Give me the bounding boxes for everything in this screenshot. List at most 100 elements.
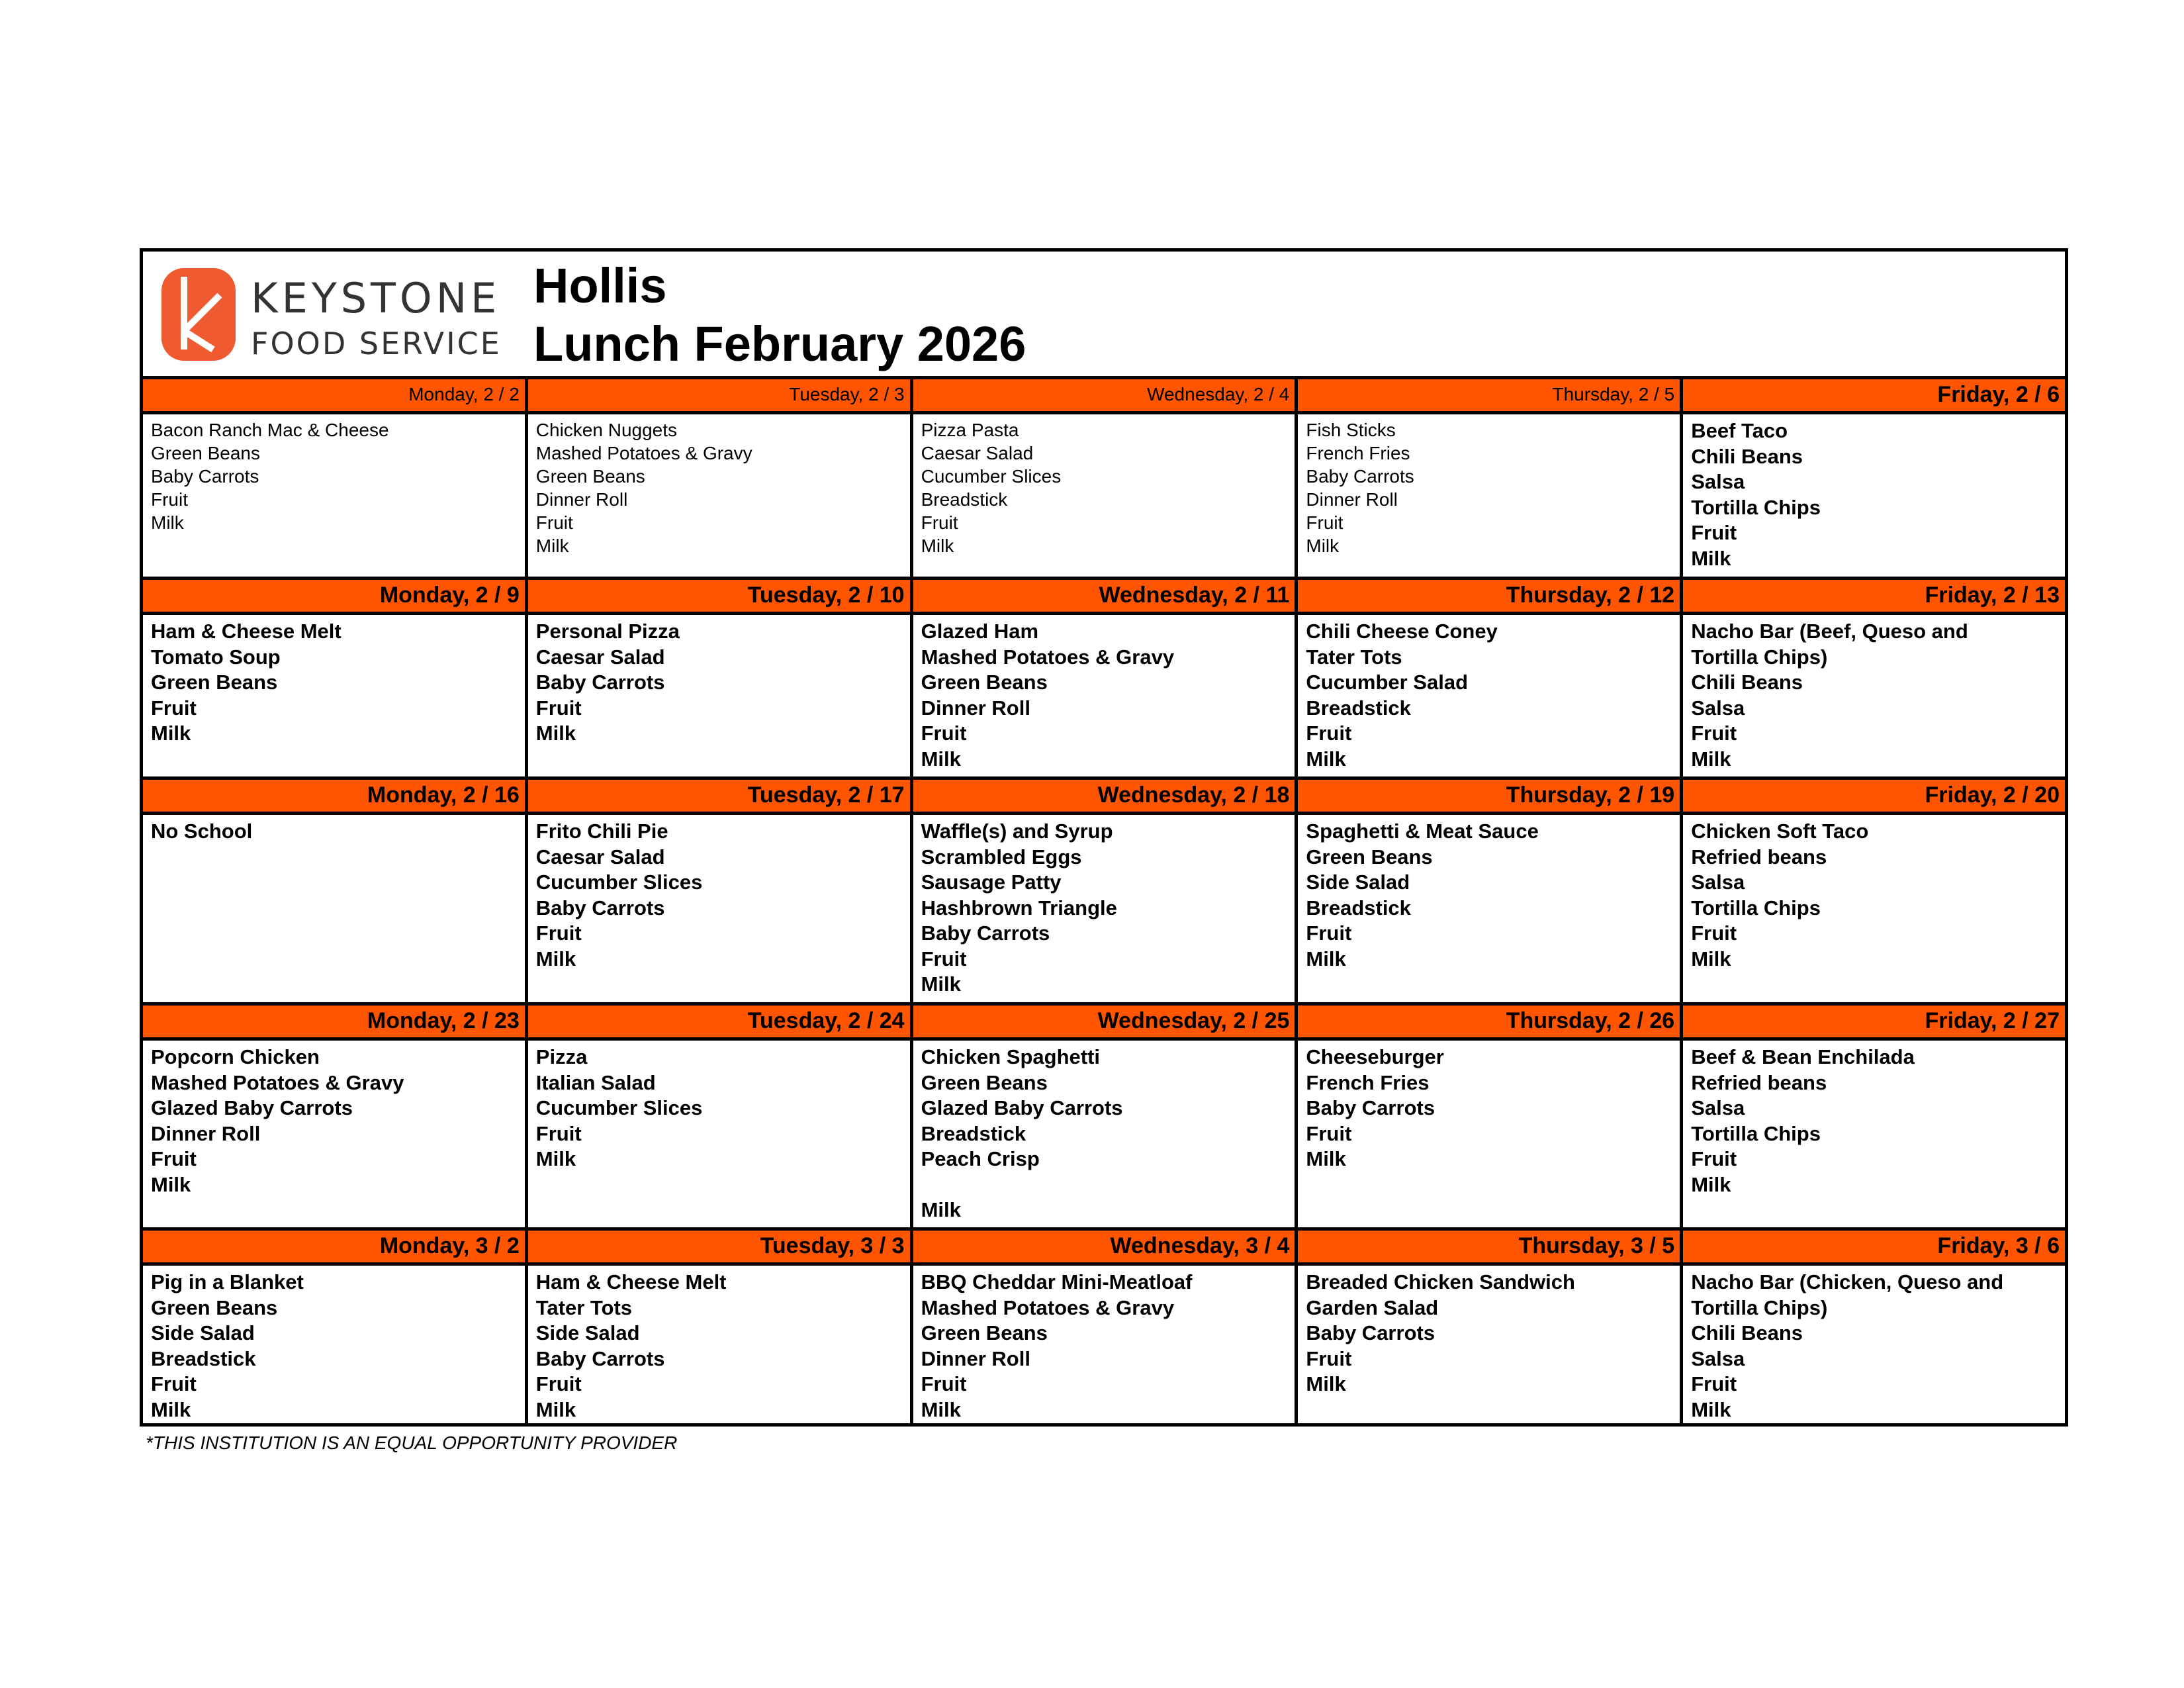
menu-item: Milk [1691,546,1731,570]
menu-item: Milk [151,512,184,533]
menu-item: Side Salad [1306,870,1410,894]
menu-item: Waffle(s) and Syrup [921,820,1113,843]
day-cell: Thursday, 2 / 5 Fish Sticks French Fries Ba… [1295,376,1680,577]
menu-item: Cucumber Slices [921,466,1062,487]
menu-item: Chicken Nuggets [535,420,678,440]
footer-note: *THIS INSTITUTION IS AN EQUAL OPPORTUNIT… [146,1432,678,1453]
day-header: Tuesday, 3 / 3 [527,1227,910,1266]
menu-item: Salsa [1691,1096,1745,1119]
menu-list: Ham & Cheese Melt Tomato Soup Green Beans F… [143,615,525,751]
week-row: Monday, 2 / 9 Ham & Cheese Melt Tomato Sou… [143,577,2065,776]
day-header: Thursday, 2 / 19 [1298,776,1680,815]
menu-item: Refried beans [1691,845,1827,868]
menu-item: Tortilla Chips [1691,896,1821,919]
menu-item: Milk [1691,1397,1731,1421]
menu-item: Fruit [151,696,197,720]
menu-list: No School [143,815,525,849]
menu-list: Fish Sticks French Fries Baby Carrots Dinne… [1298,414,1680,561]
menu-list: Frito Chili Pie Caesar Salad Cucumber Slic… [528,815,910,976]
menu-item: Breadstick [1306,896,1411,919]
menu-list: Beef Taco Chili Beans Salsa Tortilla Chips F… [1683,414,2065,575]
day-header: Monday, 2 / 16 [143,776,525,815]
menu-item: Glazed Baby Carrots [151,1096,353,1119]
menu-item: Fruit [1306,722,1352,745]
menu-item: Salsa [1691,1346,1745,1370]
day-cell: Thursday, 2 / 12 Chili Cheese Coney Tater … [1295,577,1680,776]
day-cell: Friday, 3 / 6 Nacho Bar (Chicken, Queso a… [1680,1227,2065,1427]
day-cell: Thursday, 2 / 26 Cheeseburger French Fries… [1295,1002,1680,1227]
menu-item: Milk [1306,747,1346,771]
school-name: Hollis [533,258,667,313]
menu-list: Nacho Bar (Beef, Queso and Tortilla Chips… [1683,615,2065,776]
day-header: Wednesday, 3 / 4 [913,1227,1295,1266]
menu-item: Beef & Bean Enchilada [1691,1045,1915,1068]
day-header: Monday, 2 / 23 [143,1002,525,1041]
menu-list: Cheeseburger French Fries Baby Carrots Frui… [1298,1041,1680,1176]
menu-item: Milk [1306,1372,1346,1395]
day-cell: Wednesday, 2 / 4 Pizza Pasta Caesar Salad C… [909,376,1295,577]
menu-calendar: KEYSTONE FOOD SERVICE Hollis Lunch Febru… [140,248,2068,1427]
day-cell: Wednesday, 2 / 11 Glazed Ham Mashed Potato… [909,577,1295,776]
menu-item: Green Beans [921,1321,1048,1344]
day-header: Wednesday, 2 / 25 [913,1002,1295,1041]
menu-item: Tortilla Chips) [1691,645,1828,669]
day-cell: Thursday, 2 / 19 Spaghetti & Meat Sauce Gr… [1295,776,1680,1002]
day-header: Wednesday, 2 / 4 [913,376,1295,414]
menu-list: Spaghetti & Meat Sauce Green Beans Side Sa… [1298,815,1680,976]
menu-item: Baby Carrots [535,671,665,694]
menu-item: Pizza [535,1045,588,1068]
menu-item: Fruit [151,1147,197,1170]
menu-item: Caesar Salad [921,443,1034,463]
menu-item: Fruit [1691,921,1737,945]
day-cell: Tuesday, 2 / 3 Chicken Nuggets Mashed Pota… [524,376,910,577]
menu-list: Breaded Chicken Sandwich Garden Salad Baby… [1298,1266,1680,1401]
menu-list: Waffle(s) and Syrup Scrambled Eggs Sausage… [913,815,1295,1002]
day-header: Tuesday, 2 / 3 [527,376,910,414]
day-cell: Tuesday, 2 / 10 Personal Pizza Caesar Sala… [524,577,910,776]
day-cell: Monday, 2 / 9 Ham & Cheese Melt Tomato Sou… [143,577,525,776]
menu-item: Fruit [151,1372,197,1395]
menu-item: Glazed Ham [921,620,1039,643]
menu-item: Ham & Cheese Melt [535,1270,727,1293]
menu-item: Baby Carrots [535,896,665,919]
menu-item: Fruit [1691,521,1737,544]
menu-item: Fruit [921,512,958,533]
menu-item: Refried beans [1691,1070,1827,1094]
menu-item: Garden Salad [1306,1295,1439,1319]
menu-item: French Fries [1306,1070,1430,1094]
menu-item: Tortilla Chips) [1691,1295,1828,1319]
menu-item: Breadstick [151,1346,256,1370]
day-cell: Wednesday, 2 / 25 Chicken Spaghetti Green … [909,1002,1295,1227]
menu-item: Side Salad [535,1321,640,1344]
menu-item: Chicken Soft Taco [1691,820,1869,843]
logo-foodservice-text: FOOD SERVICE [251,326,502,361]
menu-item: Mashed Potatoes & Gravy [151,1070,404,1094]
menu-item: Dinner Roll [1306,489,1398,510]
menu-list: Chicken Soft Taco Refried beans Salsa Torti… [1683,815,2065,976]
menu-item: Fruit [535,1121,582,1145]
menu-item: Green Beans [921,671,1048,694]
menu-item: Pig in a Blanket [151,1270,304,1293]
day-cell: Monday, 3 / 2 Pig in a Blanket Green Beans… [143,1227,525,1427]
day-cell: Thursday, 3 / 5 Breaded Chicken Sandwich G… [1295,1227,1680,1427]
menu-item: Fruit [921,1372,967,1395]
menu-item: Italian Salad [535,1070,656,1094]
day-header: Friday, 2 / 6 [1683,376,2065,414]
day-header: Thursday, 2 / 5 [1298,376,1680,414]
menu-item: Fruit [535,1372,582,1395]
menu-item: Ham & Cheese Melt [151,620,341,643]
menu-item: Side Salad [151,1321,255,1344]
menu-item: Peach Crisp [921,1147,1040,1170]
menu-item: Salsa [1691,470,1745,493]
menu-item: Baby Carrots [1306,1321,1435,1344]
menu-item: Tomato Soup [151,645,281,669]
day-cell: Friday, 2 / 20 Chicken Soft Taco Refried b… [1680,776,2065,1002]
menu-list: Pizza Italian Salad Cucumber Slices Fruit Mi… [528,1041,910,1176]
menu-item: Milk [921,972,961,996]
menu-item: Fruit [1691,1372,1737,1395]
day-header: Thursday, 2 / 26 [1298,1002,1680,1041]
menu-item: Milk [535,947,576,970]
menu-item: Cucumber Slices [535,870,703,894]
menu-list: Ham & Cheese Melt Tater Tots Side Salad Bab… [528,1266,910,1427]
menu-item: Chili Beans [1691,671,1803,694]
